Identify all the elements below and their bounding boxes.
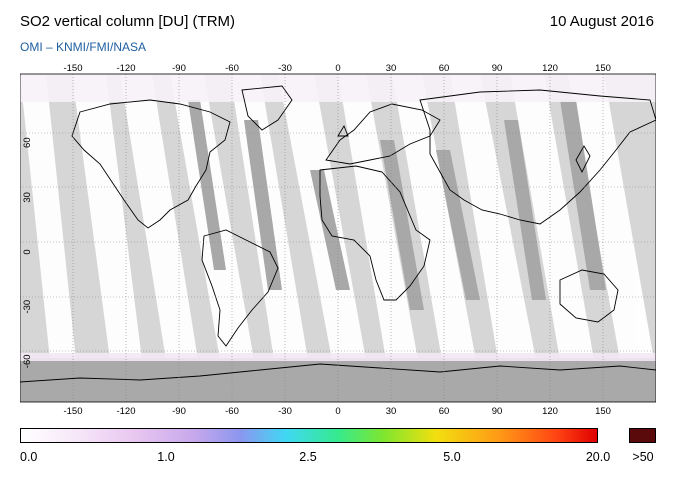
colorbar-label-1: 1.0 [157,450,175,464]
africa-outline [319,165,431,301]
colorbar-label-0: 0.0 [20,450,38,464]
antarctica-outline [20,363,656,383]
bottom-lon-tick-label: -90 [172,406,186,416]
top-lon-tick-label: 0 [335,63,340,74]
bottom-lon-tick-label: -150 [63,406,82,416]
data-credit: OMI – KNMI/FMI/NASA [20,40,147,54]
map-title: SO2 vertical column [DU] (TRM) [20,13,236,30]
asia-outline [419,89,656,225]
graticule [20,74,656,402]
top-lon-tick-label: 60 [439,63,450,74]
greenland-outline [241,85,293,131]
plot-area [20,74,656,402]
colorbar [20,428,598,443]
top-lon-tick-label: -150 [63,63,82,74]
left-lat-tick-label: -60 [22,354,33,368]
map-date: 10 August 2016 [549,13,654,30]
bottom-lon-tick-label: 150 [595,406,611,416]
bottom-lon-tick-label: 60 [439,406,450,416]
bottom-lon-tick-label: -30 [278,406,292,416]
bottom-lon-tick-label: 0 [335,406,340,416]
top-lon-tick-label: -30 [278,63,292,74]
left-lat-tick-label: 30 [22,192,33,203]
bottom-lon-tick-label: 120 [542,406,558,416]
top-lon-tick-label: -90 [172,63,186,74]
coastlines [20,85,656,383]
top-lon-tick-label: -60 [225,63,239,74]
orbit-swaths [20,74,654,360]
europe-outline [325,103,441,165]
left-lat-tick-label: -30 [22,300,33,314]
top-lon-tick-label: 90 [492,63,503,74]
bottom-lon-tick-label: -120 [116,406,135,416]
map-frame [20,73,656,403]
colorbar-label-3: 5.0 [443,450,461,464]
bottom-lon-tick-label: 90 [492,406,503,416]
top-lon-tick-label: 150 [595,63,611,74]
bottom-lon-tick-label: 30 [386,406,397,416]
colorbar-overflow-label: >50 [632,450,654,464]
bottom-lon-tick-label: -60 [225,406,239,416]
colorbar-label-2: 2.5 [299,450,317,464]
left-lat-tick-label: 0 [22,249,33,254]
colorbar-overflow-swatch [629,428,656,443]
left-lat-tick-label: 60 [22,137,33,148]
south-america-outline [201,229,279,347]
colorbar-label-4: 20.0 [585,450,611,464]
top-lon-tick-label: -120 [116,63,135,74]
top-lon-tick-label: 120 [542,63,558,74]
australia-outline [559,269,619,323]
north-america-outline [71,99,231,229]
world-map: -150 -150 -120 -120 -90 -90 -60 -60 -30 -30 0 0 30 30… [20,63,656,416]
top-lon-tick-label: 30 [386,63,397,74]
